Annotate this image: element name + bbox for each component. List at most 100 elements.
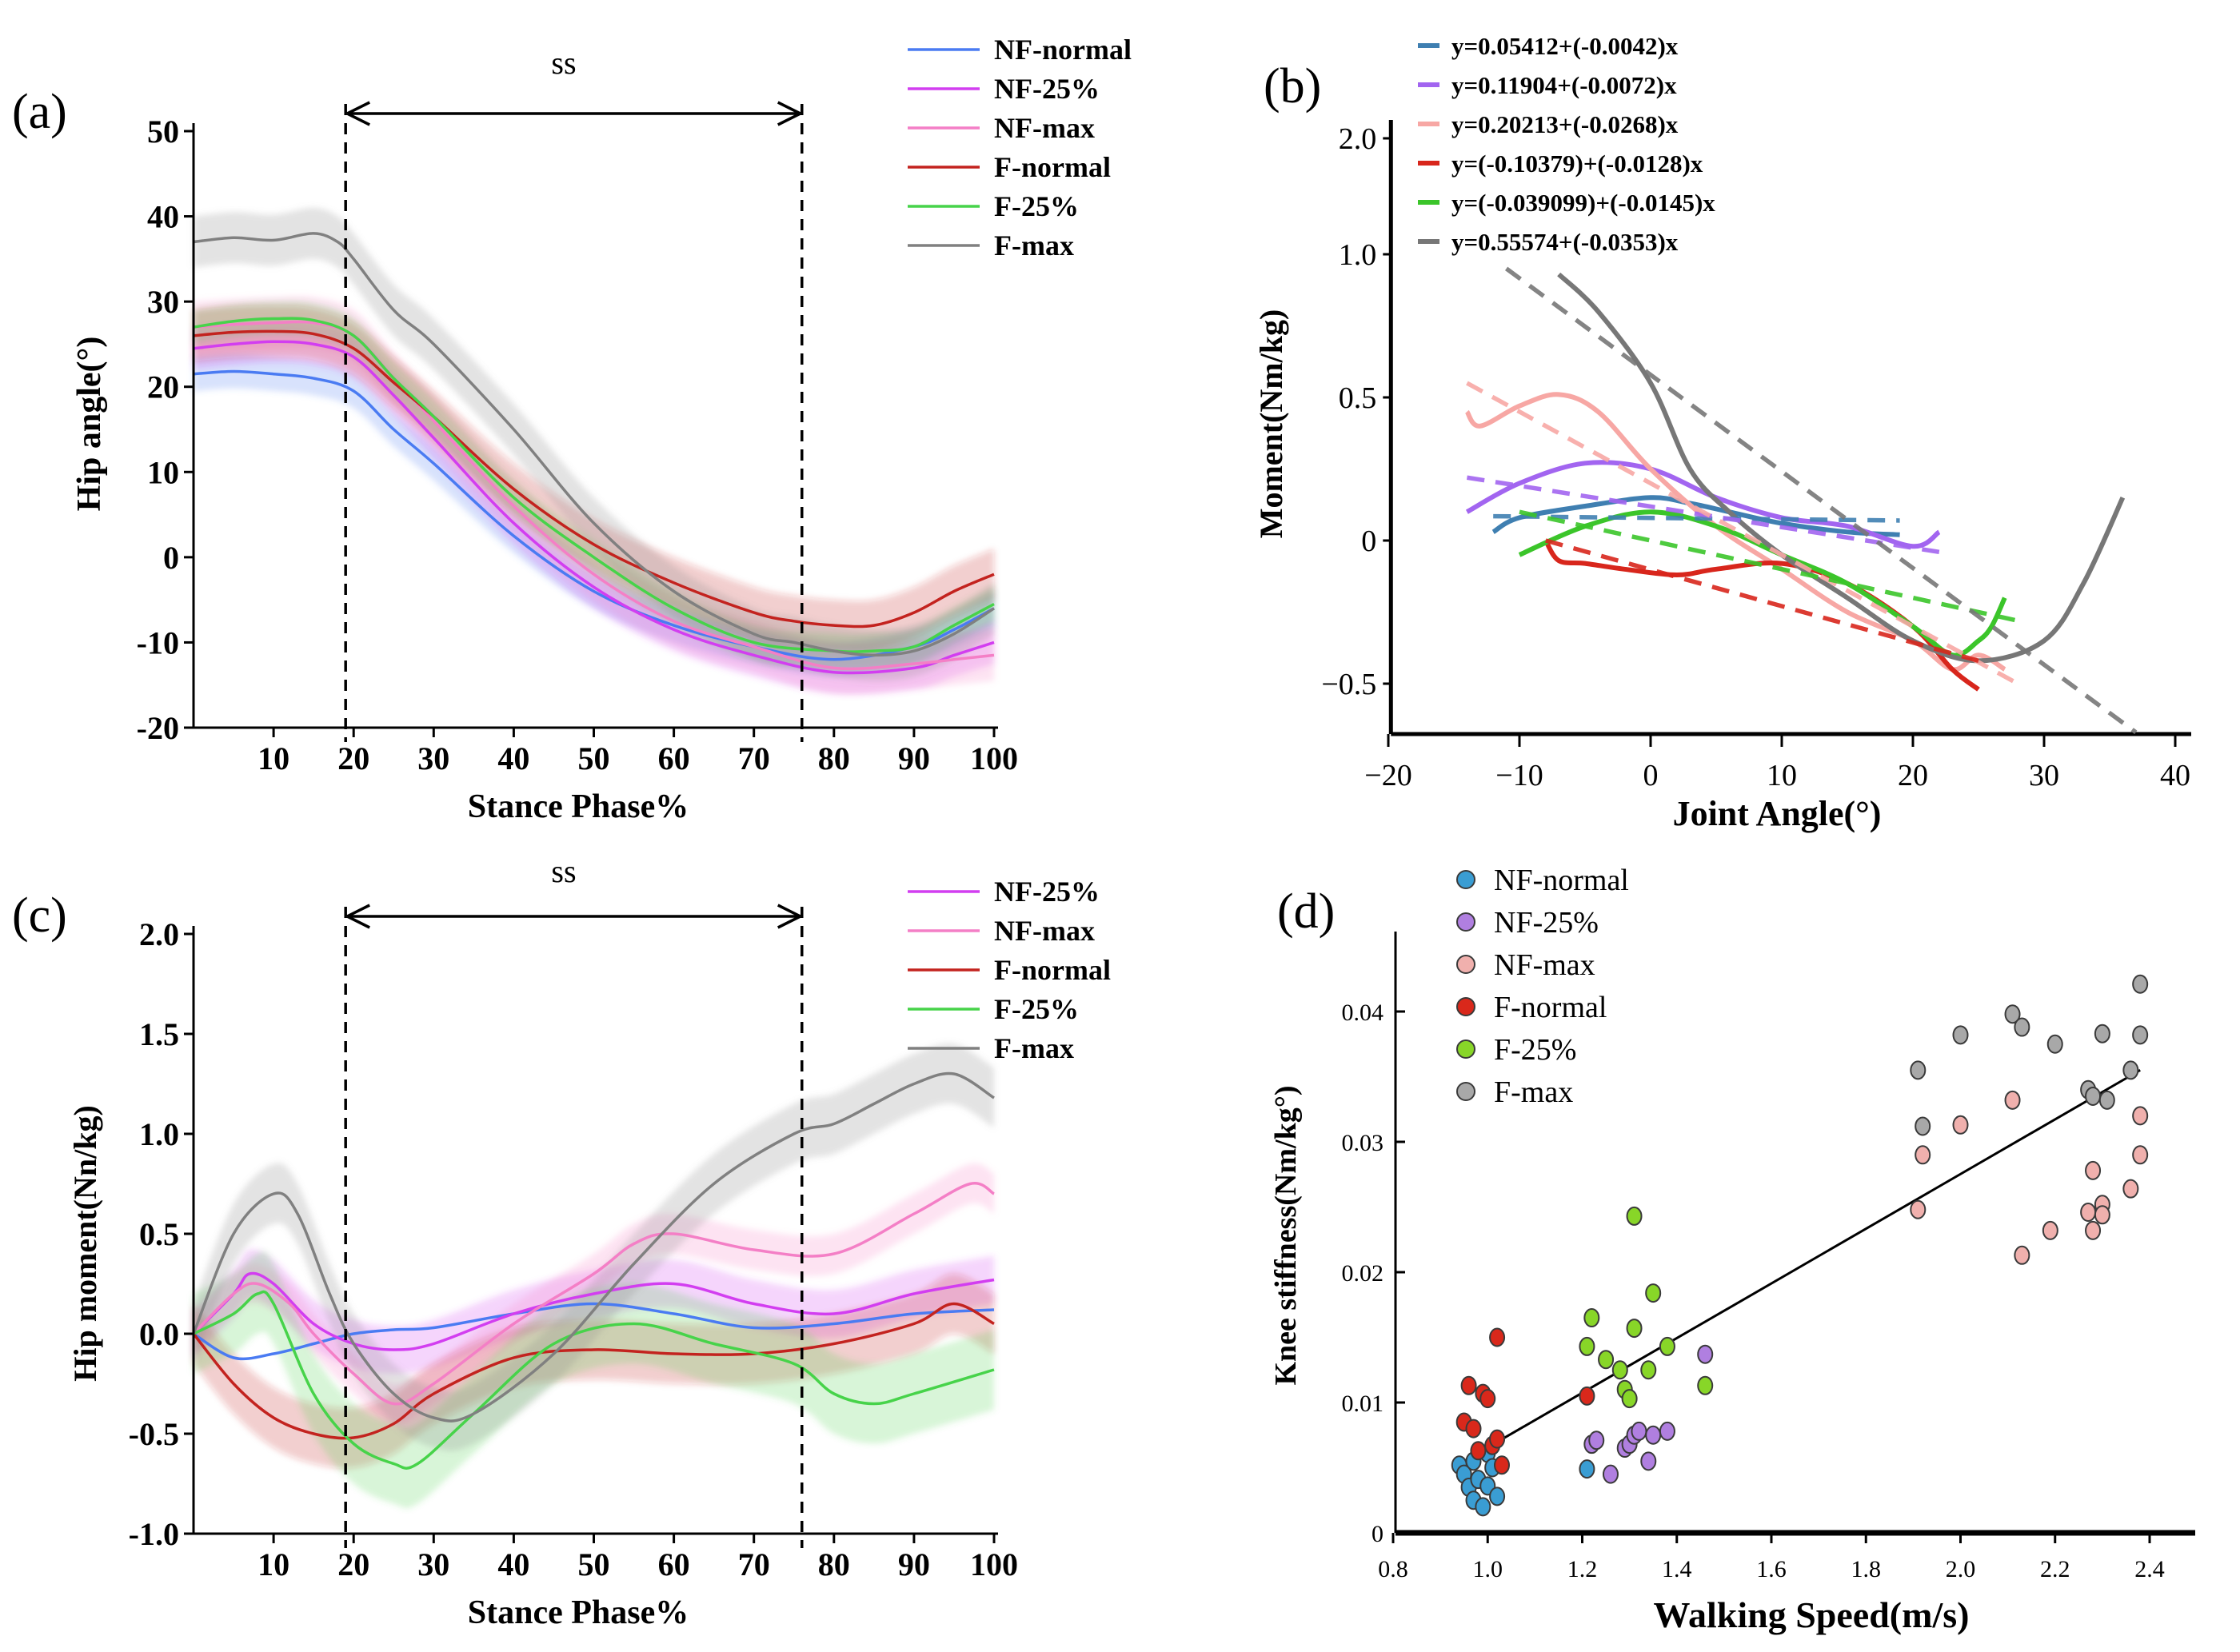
- y-axis-label-d: Knee stiffness(Nm/kg°): [1269, 1085, 1303, 1385]
- scatter-point-nf-25pct: [1645, 1425, 1662, 1445]
- legend-label: NF-25%: [994, 73, 1100, 105]
- confidence-band-f-25pct: [194, 1251, 994, 1509]
- x-tick-label: −20: [1364, 759, 1411, 792]
- y-tick-label: 0.04: [1342, 1000, 1384, 1026]
- plot-area-b: −0.5 0 0.5 1.0 2.0 −20 −10 0 10 20 30 40: [1321, 120, 2191, 792]
- legend-label: NF-max: [994, 112, 1095, 144]
- legend-marker: [1456, 997, 1475, 1016]
- scatter-point-f-normal: [1579, 1386, 1595, 1406]
- y-tick-label: −0.5: [1321, 668, 1376, 701]
- ss-arrow-head-left: [346, 904, 370, 929]
- x-tick-label: 70: [738, 1546, 770, 1582]
- x-tick-label: 2.2: [2040, 1556, 2070, 1582]
- legend-equation: y=0.55574+(-0.0353)x: [1451, 228, 1679, 256]
- y-axis-label-b: Moment(Nm/kg): [1253, 309, 1289, 539]
- scatter-point-f-25pct: [1598, 1350, 1615, 1370]
- x-tick-label: 30: [417, 740, 449, 776]
- plot-area-d: 0 0.01 0.02 0.03 0.04 0.8 1.0 1.2 1.4 1.6 1.8 2.0 2.…: [1342, 932, 2195, 1582]
- panel-label-d: (d): [1277, 884, 1335, 939]
- x-axis-label-d: Walking Speed(m/s): [1654, 1594, 1970, 1635]
- y-tick-label: 0.5: [1339, 381, 1377, 415]
- legend-label: F-25%: [1494, 1033, 1576, 1067]
- fit-line-nf-25pct: [1466, 475, 1940, 555]
- y-tick-label: 0.01: [1342, 1391, 1384, 1417]
- scatter-point-f-max: [2004, 1004, 2021, 1024]
- scatter-point-nf-max: [2085, 1220, 2102, 1240]
- scatter-point-f-normal: [1470, 1441, 1487, 1461]
- curve-f-normal: [1543, 539, 1980, 692]
- scatter-point-f-25pct: [1583, 1308, 1600, 1328]
- legend-label: NF-25%: [994, 876, 1100, 908]
- panel-a-hip-angle: (a) Hip angle(°) Stance Phase% ss -20 -10…: [12, 34, 1132, 825]
- legend-equation: y=0.20213+(-0.0268)x: [1451, 110, 1679, 138]
- legend-label: F-max: [994, 1032, 1074, 1064]
- x-tick-label: 1.2: [1567, 1556, 1598, 1582]
- legend-label: F-normal: [1494, 991, 1607, 1024]
- scatter-point-f-max: [2098, 1090, 2115, 1110]
- legend-equation: y=0.05412+(-0.0042)x: [1451, 32, 1679, 60]
- legend-equation: y=(-0.039099)+(-0.0145)x: [1451, 189, 1715, 217]
- x-tick-label: 20: [337, 1546, 369, 1582]
- scatter-point-f-max: [2132, 974, 2149, 994]
- confidence-band-nf-normal: [194, 354, 994, 677]
- y-tick-label: 2.0: [1339, 122, 1377, 156]
- x-tick-label: 10: [1767, 759, 1797, 792]
- x-axis-label-a: Stance Phase%: [468, 788, 689, 825]
- scatter-point-nf-25pct: [1602, 1464, 1619, 1484]
- x-tick-label: 2.0: [1946, 1556, 1976, 1582]
- legend-c: NF-25% NF-max F-normal F-25% F-max: [908, 876, 1111, 1064]
- legend-label: F-normal: [994, 954, 1111, 986]
- panel-label-b: (b): [1264, 59, 1321, 114]
- series-line-f-25pct: [193, 1290, 995, 1470]
- ss-label-a: ss: [551, 45, 576, 81]
- series-line-nf-max: [193, 320, 995, 671]
- x-tick-label: 50: [578, 1546, 610, 1582]
- scatter-point-nf-max: [2085, 1160, 2102, 1180]
- fit-line-nf-max: [1466, 381, 2019, 686]
- x-tick-label: 20: [337, 740, 369, 776]
- scatter-point-f-25pct: [1621, 1389, 1638, 1409]
- legend-label: F-max: [1494, 1075, 1573, 1109]
- x-tick-label: 40: [2160, 759, 2190, 792]
- scatter-point-nf-25pct: [1659, 1421, 1675, 1441]
- x-tick-label: 70: [738, 740, 770, 776]
- y-tick-label: -10: [137, 624, 179, 660]
- series-line-nf-25pct: [193, 340, 995, 675]
- y-tick-label: 0: [1361, 525, 1376, 558]
- panel-label-c: (c): [12, 888, 67, 943]
- y-tick-label: 40: [147, 199, 179, 235]
- legend-label: NF-25%: [1494, 906, 1599, 940]
- scatter-point-nf-max: [2014, 1245, 2030, 1265]
- scatter-point-nf-max: [2080, 1203, 2097, 1223]
- series-line-f-max: [193, 232, 995, 657]
- scatter-point-nf-max: [2132, 1106, 2149, 1126]
- series-line-f-normal: [193, 329, 995, 628]
- x-tick-label: 30: [2029, 759, 2059, 792]
- plot-area-c: -1.0 -0.5 0.0 0.5 1.0 1.5 2.0 10 20 30 40 50 60 70 80 9…: [129, 904, 1018, 1582]
- scatter-point-f-max: [2046, 1034, 2063, 1054]
- legend-label: NF-max: [994, 915, 1095, 947]
- y-tick-label: -0.5: [129, 1416, 179, 1452]
- scatter-point-nf-max: [1910, 1199, 1927, 1219]
- y-tick-label: 10: [147, 454, 179, 490]
- y-tick-label: -20: [137, 710, 179, 746]
- ss-arrow-head-right: [777, 904, 801, 929]
- x-tick-label: 2.4: [2134, 1556, 2165, 1582]
- scatter-point-nf-normal: [1489, 1486, 1506, 1506]
- x-tick-label: 90: [898, 1546, 930, 1582]
- scatter-point-f-max: [2085, 1086, 2102, 1106]
- legend-label: NF-normal: [1494, 864, 1629, 897]
- scatter-point-f-normal: [1479, 1389, 1496, 1409]
- scatter-point-f-max: [1915, 1116, 1931, 1136]
- x-tick-label: 10: [258, 740, 289, 776]
- fit-line-f-max: [1504, 266, 2138, 735]
- panel-c-hip-moment: (c) Hip moment(Nn/kg) Stance Phase% ss -…: [12, 853, 1111, 1631]
- legend-label: F-max: [994, 229, 1074, 261]
- x-tick-label: 80: [818, 1546, 850, 1582]
- scatter-point-f-max: [2014, 1017, 2030, 1037]
- legend-label: NF-normal: [994, 34, 1132, 66]
- x-tick-label: 40: [497, 1546, 529, 1582]
- legend-label: F-normal: [994, 151, 1111, 183]
- x-axis-label-c: Stance Phase%: [468, 1594, 689, 1631]
- scatter-point-f-normal: [1460, 1375, 1477, 1395]
